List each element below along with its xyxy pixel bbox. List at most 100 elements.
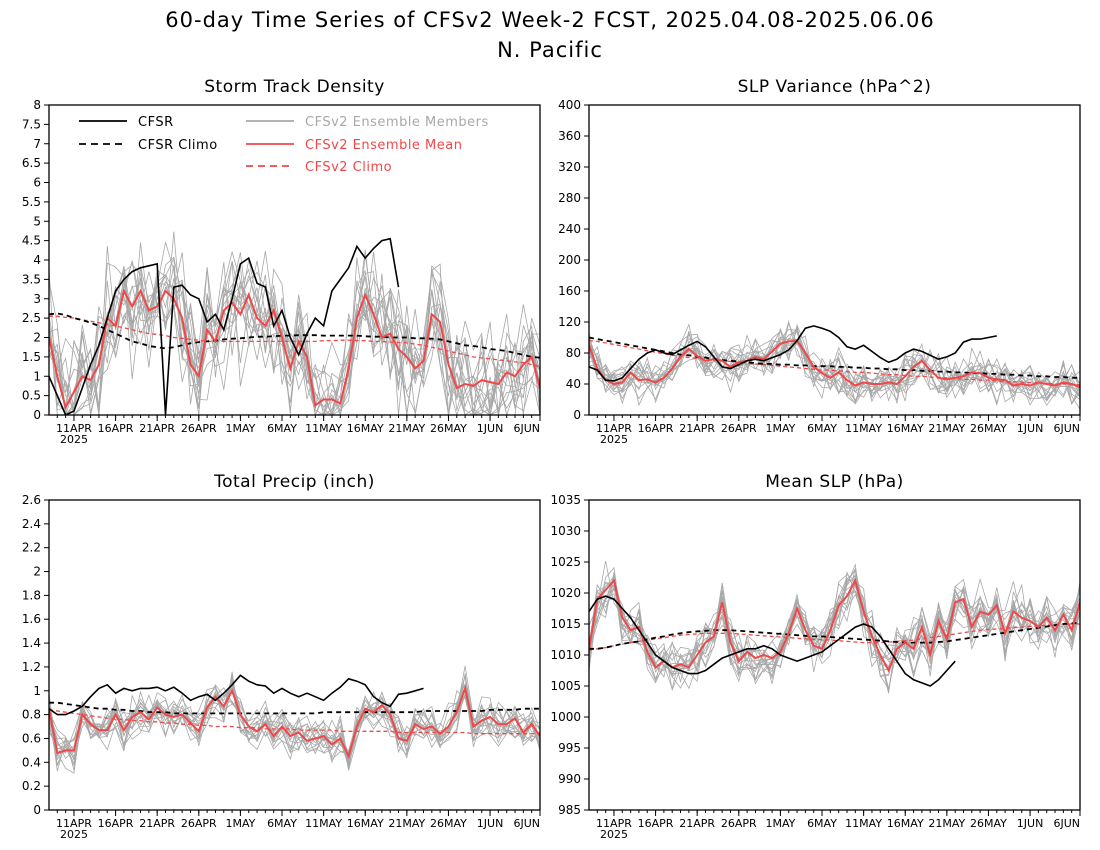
y-tick-label: 3.5: [22, 272, 41, 286]
y-tick-label: 1035: [550, 493, 581, 507]
y-tick-label: 1.4: [22, 636, 41, 650]
chart-panel-2: Total Precip (inch) 0 0.2 0.4 0.6 0.8 1 1.2 1.4 1…: [22, 472, 541, 841]
x-tick-label: 11APR: [596, 422, 632, 435]
x-tick-label: 6MAY: [807, 817, 837, 830]
y-tick-label: 280: [558, 191, 581, 205]
y-tick-label: 1: [33, 684, 41, 698]
series-line-cfsr: [589, 595, 956, 687]
y-tick-label: 360: [558, 129, 581, 143]
y-tick-label: 1000: [550, 710, 581, 724]
x-tick-label: 26APR: [721, 817, 757, 830]
y-tick-label: 120: [558, 315, 581, 329]
ensemble-member-line: [49, 681, 540, 767]
y-tick-label: 7.5: [22, 117, 41, 131]
ensemble-members: [49, 665, 540, 774]
y-tick-label: 985: [558, 803, 581, 817]
x-tick-label: 26MAY: [430, 817, 467, 830]
series-line-cfsr-climo: [589, 621, 1080, 650]
x-tick-label: 21MAY: [928, 817, 965, 830]
ensemble-member-line: [49, 684, 540, 771]
y-tick-label: 0: [573, 408, 581, 422]
x-tick-label: 1MAY: [765, 422, 795, 435]
y-tick-label: 1: [33, 369, 41, 383]
chart-title: Storm Track Density: [204, 77, 385, 97]
x-year-label: 2025: [600, 433, 628, 446]
x-tick-label: 1JUN: [1017, 422, 1044, 435]
y-tick-label: 5: [33, 214, 41, 228]
x-tick-label: 21APR: [139, 422, 175, 435]
y-tick-label: 80: [566, 346, 581, 360]
ensemble-member-line: [49, 681, 540, 767]
plot-frame: [588, 499, 1081, 811]
y-tick-label: 0.8: [22, 708, 41, 722]
series-line-cfsr: [589, 325, 997, 382]
y-tick-label: 1010: [550, 648, 581, 662]
y-tick-label: 4: [33, 253, 41, 267]
series-line-ens-mean: [49, 684, 540, 760]
x-tick-label: 16APR: [98, 817, 134, 830]
x-tick-label: 6JUN: [1053, 422, 1080, 435]
ensemble-member-line: [49, 665, 540, 770]
series-line-cfsv2-climo: [49, 709, 540, 735]
x-tick-label: 6MAY: [267, 422, 297, 435]
x-year-label: 2025: [60, 433, 88, 446]
y-tick-label: 0: [33, 803, 41, 817]
y-tick-label: 8: [33, 98, 41, 112]
y-tick-label: 6.5: [22, 156, 41, 170]
ensemble-member-line: [589, 573, 1080, 692]
ensemble-member-line: [589, 330, 1080, 400]
x-tick-label: 26MAY: [430, 422, 467, 435]
y-tick-label: 1.8: [22, 588, 41, 602]
x-tick-label: 16APR: [98, 422, 134, 435]
x-tick-label: 6JUN: [1053, 817, 1080, 830]
y-tick-label: 995: [558, 741, 581, 755]
ensemble-member-line: [589, 326, 1080, 401]
x-tick-label: 16MAY: [887, 817, 924, 830]
series-line-ens-mean: [49, 288, 540, 410]
y-tick-label: 0.2: [22, 779, 41, 793]
x-tick-label: 11APR: [596, 817, 632, 830]
y-tick-label: 1020: [550, 586, 581, 600]
y-tick-label: 160: [558, 284, 581, 298]
x-tick-label: 21APR: [139, 817, 175, 830]
series-group: [589, 325, 1080, 389]
series-line-cfsr: [49, 237, 400, 415]
y-tick-label: 1015: [550, 617, 581, 631]
x-tick-label: 16MAY: [347, 422, 384, 435]
legend-label-cfsv2-climo: CFSv2 Climo: [305, 160, 392, 175]
chart-title: SLP Variance (hPa^2): [738, 77, 932, 97]
y-tick-label: 3: [33, 292, 41, 306]
y-tick-label: 2.5: [22, 311, 41, 325]
legend-label-cfsr-climo: CFSR Climo: [138, 138, 218, 153]
panels: Storm Track Density 0 0.5 1 1.5 2 2.5 3 3.5 4 4.5 5…: [22, 77, 1081, 841]
ensemble-members: [589, 561, 1080, 694]
y-tick-label: 0.6: [22, 731, 41, 745]
y-tick-label: 1.2: [22, 660, 41, 674]
y-tick-label: 1030: [550, 524, 581, 538]
ensemble-member-line: [49, 673, 540, 767]
legend-label-ens-mean: CFSv2 Ensemble Mean: [305, 138, 462, 153]
y-tick-label: 240: [558, 222, 581, 236]
x-tick-label: 6JUN: [513, 817, 540, 830]
chart-panel-0: Storm Track Density 0 0.5 1 1.5 2 2.5 3 3.5 4 4.5 5…: [22, 77, 541, 446]
y-tick-label: 4.5: [22, 234, 41, 248]
series-group: [49, 674, 540, 760]
chart-panel-1: SLP Variance (hPa^2) 0 40 80 120 160 200 240 280…: [558, 77, 1081, 446]
y-tick-label: 40: [566, 377, 581, 391]
plot-frame: [48, 104, 541, 416]
ensemble-member-line: [589, 332, 1080, 410]
x-tick-label: 1JUN: [477, 422, 504, 435]
x-tick-label: 11MAY: [305, 422, 342, 435]
x-tick-label: 21MAY: [388, 817, 425, 830]
ensemble-member-line: [589, 567, 1080, 691]
y-tick-label: 0: [33, 408, 41, 422]
legend: CFSR CFSR Climo CFSv2 Ensemble Members CFSv…: [79, 115, 488, 175]
ensemble-member-line: [589, 579, 1080, 689]
series-line-cfsr-climo: [49, 312, 540, 359]
y-tick-label: 2.2: [22, 541, 41, 555]
x-tick-label: 1JUN: [477, 817, 504, 830]
y-tick-label: 200: [558, 253, 581, 267]
legend-label-cfsr: CFSR: [138, 115, 174, 130]
figure-subtitle: N. Pacific: [497, 38, 603, 62]
